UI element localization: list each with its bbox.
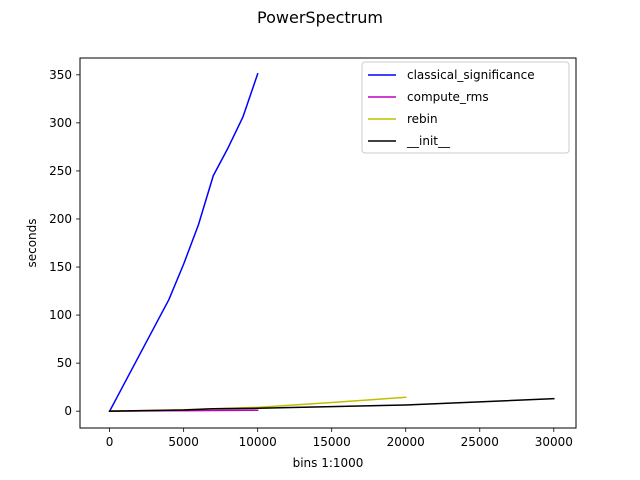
plot-lines [108, 72, 555, 413]
legend-label: __init__ [406, 134, 451, 148]
y-axis-ticks: 0 50 100 150 200 250 300 350 [49, 68, 80, 418]
x-axis-ticks: 0 5000 10000 15000 20000 25000 30000 [106, 428, 573, 449]
y-tick-label: 100 [49, 308, 72, 322]
y-tick-label: 250 [49, 164, 72, 178]
y-axis-label: seconds [25, 218, 39, 267]
x-tick-label: 5000 [168, 435, 199, 449]
x-tick-label: 15000 [313, 435, 351, 449]
y-tick-label: 300 [49, 116, 72, 130]
y-tick-label: 200 [49, 212, 72, 226]
x-tick-label: 25000 [461, 435, 499, 449]
series-line-init [108, 397, 555, 412]
chart-title: PowerSpectrum [257, 8, 383, 27]
legend-label: compute_rms [407, 90, 489, 104]
series-line-classical-significance [108, 72, 259, 413]
axes-frame [79, 57, 577, 429]
y-tick-label: 0 [64, 404, 72, 418]
x-axis-label: bins 1:1000 [293, 456, 364, 470]
legend-label: rebin [407, 112, 438, 126]
y-tick-label: 50 [57, 356, 72, 370]
legend-frame [361, 61, 570, 154]
x-tick-label: 0 [106, 435, 114, 449]
y-tick-label: 150 [49, 260, 72, 274]
x-tick-label: 30000 [535, 435, 573, 449]
y-tick-label: 350 [49, 68, 72, 82]
legend-label: classical_significance [407, 68, 535, 82]
x-tick-label: 20000 [387, 435, 425, 449]
x-tick-label: 10000 [239, 435, 277, 449]
